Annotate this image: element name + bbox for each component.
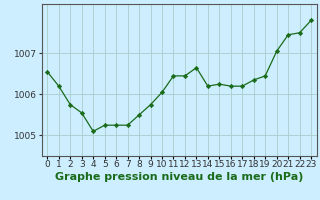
X-axis label: Graphe pression niveau de la mer (hPa): Graphe pression niveau de la mer (hPa) (55, 172, 303, 182)
